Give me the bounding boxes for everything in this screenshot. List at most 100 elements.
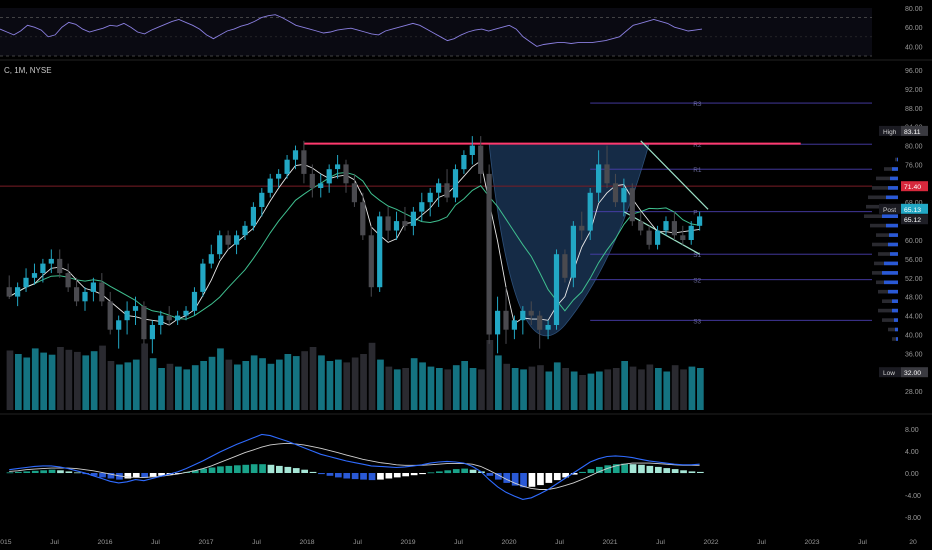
volume-bar bbox=[436, 368, 443, 410]
volume-bar bbox=[410, 358, 418, 410]
macd-histogram-bar bbox=[225, 465, 233, 473]
time-axis-label: 2020 bbox=[501, 539, 516, 546]
macd-histogram-bar bbox=[402, 473, 409, 477]
symbol-label: C, 1M, NYSE bbox=[4, 66, 52, 75]
macd-histogram-bar bbox=[40, 470, 47, 474]
volume-bar bbox=[57, 347, 64, 410]
macd-histogram-bar bbox=[74, 472, 81, 474]
pivot-label: P bbox=[693, 210, 697, 217]
volume-profile-bar bbox=[876, 233, 898, 237]
price-badge-label-bg bbox=[879, 203, 901, 214]
volume-profile-bar bbox=[882, 299, 898, 303]
volume-bar bbox=[99, 345, 106, 410]
macd-axis-tick: 4.00 bbox=[905, 449, 919, 456]
volume-profile-bar bbox=[884, 280, 898, 285]
candle-body bbox=[225, 235, 231, 245]
volume-profile-bar bbox=[890, 252, 898, 256]
volume-bar bbox=[680, 369, 687, 410]
volume-bar bbox=[234, 364, 241, 410]
macd-histogram-bar bbox=[107, 473, 115, 479]
volume-bar bbox=[335, 359, 342, 410]
candle-body bbox=[175, 315, 181, 321]
volume-bar bbox=[158, 368, 165, 410]
time-axis-label: Jul bbox=[252, 539, 261, 546]
volume-profile-bar bbox=[878, 308, 898, 313]
volume-bar bbox=[141, 343, 148, 410]
macd-axis-tick: -8.00 bbox=[905, 515, 921, 522]
price-badge-bg bbox=[901, 214, 928, 225]
volume-profile-bar bbox=[864, 214, 898, 218]
time-axis-label: 2018 bbox=[299, 539, 314, 546]
price-axis-tick: 68.00 bbox=[905, 200, 923, 207]
volume-profile-bar bbox=[888, 289, 898, 294]
wedge-upper-line bbox=[640, 140, 709, 210]
price-axis-tick: 60.00 bbox=[905, 238, 923, 245]
rsi-panel bbox=[0, 8, 932, 61]
volume-bar bbox=[360, 354, 367, 410]
volume-bar bbox=[385, 366, 393, 410]
macd-histogram-bar bbox=[486, 473, 494, 476]
volume-profile-bar bbox=[884, 167, 898, 171]
volume-bar bbox=[393, 369, 401, 410]
macd-histogram-bar bbox=[65, 471, 73, 473]
candle-body bbox=[385, 216, 391, 231]
volume-profile-bar bbox=[872, 186, 898, 190]
price-badge-bg bbox=[901, 125, 928, 136]
volume-bar bbox=[200, 361, 207, 410]
volume-profile-bar bbox=[890, 176, 898, 181]
macd-histogram-bar bbox=[191, 470, 199, 474]
volume-bar bbox=[351, 357, 359, 410]
macd-histogram-bar bbox=[385, 473, 393, 479]
candle-body bbox=[511, 320, 517, 330]
candle-body bbox=[663, 221, 669, 231]
candle-body bbox=[351, 183, 357, 203]
volume-bar bbox=[242, 361, 250, 410]
candle-body bbox=[436, 183, 442, 193]
price-axis-tick: 92.00 bbox=[905, 87, 923, 94]
time-axis-label: 2019 bbox=[400, 539, 415, 546]
volume-bar bbox=[326, 361, 334, 410]
candle-body bbox=[191, 291, 198, 311]
volume-profile-bar bbox=[882, 271, 898, 275]
price-badge-label: Low bbox=[883, 370, 895, 377]
volume-bar bbox=[587, 373, 595, 410]
volume-bar bbox=[688, 366, 696, 410]
macd-histogram-bar bbox=[688, 471, 696, 473]
time-axis-label: Jul bbox=[454, 539, 463, 546]
macd-histogram-bar bbox=[276, 465, 283, 473]
pivot-label: S3 bbox=[693, 318, 701, 325]
volume-profile-bar bbox=[886, 195, 898, 200]
macd-histogram-bar bbox=[612, 464, 620, 473]
rsi-axis-tick: 80.00 bbox=[905, 6, 923, 13]
macd-signal-line bbox=[9, 442, 700, 490]
macd-histogram-bar bbox=[31, 470, 39, 473]
price-badge-value: 71.40 bbox=[904, 184, 921, 191]
candle-body bbox=[40, 263, 46, 273]
volume-bar bbox=[82, 355, 90, 410]
macd-histogram-bar bbox=[318, 473, 325, 475]
volume-bar bbox=[368, 342, 376, 410]
volume-profile-bar bbox=[868, 195, 898, 200]
price-badge-label: High bbox=[883, 129, 897, 136]
candle-body bbox=[292, 150, 299, 160]
candle-body bbox=[208, 254, 214, 264]
volume-bar bbox=[520, 369, 527, 410]
volume-profile-bar bbox=[888, 186, 898, 190]
volume-bar bbox=[31, 348, 39, 410]
candle-body bbox=[697, 216, 703, 226]
volume-profile-bar bbox=[895, 157, 898, 162]
volume-profile-bar bbox=[888, 327, 898, 332]
candle-body bbox=[276, 173, 282, 179]
volume-bar bbox=[655, 368, 662, 410]
macd-histogram-bar bbox=[579, 471, 586, 473]
price-badge-value: 83.11 bbox=[904, 129, 921, 136]
candle-body bbox=[48, 258, 54, 264]
volume-bar bbox=[545, 371, 553, 410]
macd-histogram-bar bbox=[259, 464, 266, 473]
price-badge-value: 65.12 bbox=[904, 217, 921, 224]
time-axis-label: Jul bbox=[50, 539, 59, 546]
time-axis-label: Jul bbox=[555, 539, 564, 546]
candle-body bbox=[250, 206, 256, 226]
candle-body bbox=[360, 202, 366, 236]
